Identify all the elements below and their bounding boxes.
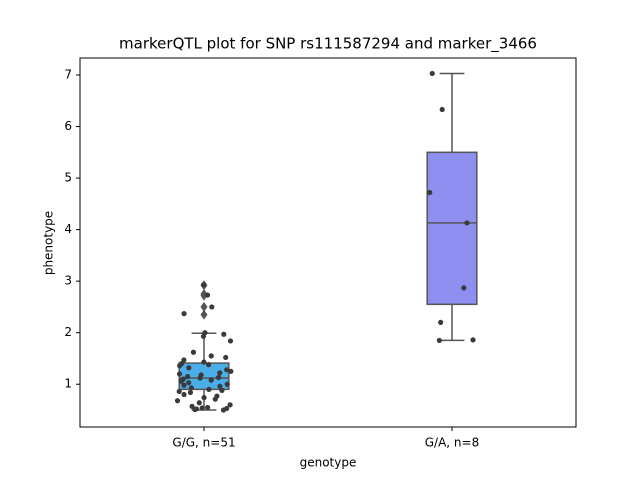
point [427,189,433,196]
point [178,378,184,384]
flier [200,301,208,312]
point [208,377,214,383]
point [219,387,225,394]
point [186,365,192,371]
y-axis-label: phenotype [42,211,56,275]
point [209,304,215,310]
point [206,362,212,368]
point [201,282,207,288]
point [438,319,444,325]
x-tick-label: G/G, n=51 [172,436,235,450]
y-tick-label: 5 [64,171,72,185]
point [201,359,207,365]
point [228,368,234,374]
point [196,400,202,406]
point [208,353,214,359]
box [426,151,478,306]
y-tick-label: 2 [64,325,72,339]
point [197,375,203,381]
point [215,374,222,381]
point [199,405,205,411]
plot-frame [79,57,577,428]
point [224,381,230,387]
point [439,106,445,113]
point [190,349,197,355]
x-tick-label: G/A, n=8 [425,436,479,450]
point [220,407,227,413]
point [200,333,207,339]
point [177,363,183,369]
point [224,367,230,373]
y-tick-label: 4 [64,222,72,236]
point [461,285,467,291]
point [205,404,211,411]
x-axis-label: genotype [300,456,357,470]
point [436,337,442,344]
point [227,338,234,344]
flier [200,309,208,320]
y-tick-label: 6 [64,119,72,133]
point [174,398,181,404]
point [188,385,194,391]
point [204,292,211,298]
y-tick-label: 3 [64,274,72,288]
point [181,311,187,317]
point [227,402,233,408]
point [181,391,187,398]
point [221,331,227,337]
point [176,388,182,395]
point [186,380,192,386]
point [217,370,223,376]
point [176,371,183,377]
point [192,406,198,413]
point [217,383,223,389]
point [201,395,207,401]
point [187,389,194,396]
point [223,354,229,361]
point [185,373,191,380]
point [181,382,187,388]
point [206,386,212,392]
point [464,220,470,226]
y-tick-label: 7 [64,68,72,82]
y-tick-label: 1 [64,377,72,391]
point [470,337,476,343]
point [429,70,435,77]
point [212,396,218,402]
chart-title: markerQTL plot for SNP rs111587294 and m… [119,35,537,54]
